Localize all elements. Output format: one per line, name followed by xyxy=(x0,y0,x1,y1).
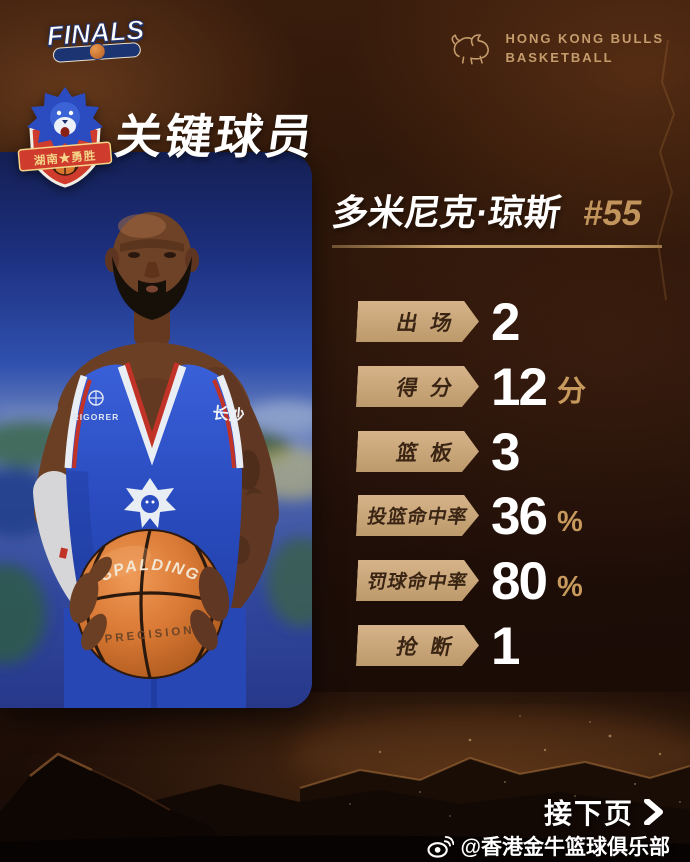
next-page-button[interactable]: 接下页 xyxy=(544,792,664,832)
player-number: #55 xyxy=(583,194,642,233)
stat-label: 投篮命中率 xyxy=(356,495,480,536)
player-name: 多米尼克·琼斯 xyxy=(329,192,564,233)
basketball-icon xyxy=(88,42,107,61)
page-title: 关键球员 xyxy=(111,110,320,163)
stat-value: 12 xyxy=(491,357,548,417)
stat-label: 篮板 xyxy=(356,431,493,472)
stat-row-steals: 抢断 1 xyxy=(356,619,677,673)
dust-specks xyxy=(349,715,681,817)
stat-label: 罚球命中率 xyxy=(356,560,480,601)
stat-unit: % xyxy=(556,571,583,603)
stat-row-points: 得分 12 分 xyxy=(356,360,677,414)
stat-value: 2 xyxy=(491,292,521,352)
crack-decoration xyxy=(656,40,676,300)
divider xyxy=(332,245,662,248)
watermark-text: @香港金牛篮球俱乐部 xyxy=(460,836,670,859)
weibo-icon xyxy=(426,835,454,858)
club-name-line2: BASKETBALL xyxy=(505,49,614,65)
stats-list: 出场 2 得分 12 分 篮板 3 投篮命中率 36% 罚球命中率 80% 抢断 … xyxy=(356,295,677,681)
jersey-city-text: 长沙 xyxy=(212,403,246,425)
watermark: @香港金牛篮球俱乐部 xyxy=(426,831,670,861)
stat-label: 出场 xyxy=(356,301,493,342)
stat-row-ft-pct: 罚球命中率 80% xyxy=(356,554,677,608)
stat-unit: 分 xyxy=(556,376,586,408)
club-name-line1: HONG KONG BULLS xyxy=(505,31,664,46)
basketball: SPALDING PRECISION xyxy=(75,529,225,679)
player-figure: 长沙 RIGORER SPALDING xyxy=(33,212,279,708)
rocks-decoration xyxy=(0,692,690,862)
bull-icon xyxy=(451,34,490,65)
stat-value: 80 xyxy=(491,551,548,611)
stat-label: 抢断 xyxy=(356,625,493,666)
stat-value: 1 xyxy=(491,616,521,676)
finals-logo: FINALS xyxy=(41,14,152,64)
team-badge: 湖南★勇胜 xyxy=(17,87,113,188)
stat-unit: % xyxy=(556,506,583,538)
badge-lion-icon xyxy=(27,87,103,151)
player-photo: 长沙 RIGORER SPALDING xyxy=(0,152,312,708)
jersey-lion-emblem xyxy=(124,478,176,528)
stat-value: 36 xyxy=(491,486,548,546)
next-page-label: 接下页 xyxy=(543,798,634,829)
stat-row-rebounds: 篮板 3 xyxy=(356,425,677,479)
player-name-row: 多米尼克·琼斯 #55 xyxy=(330,184,642,236)
stat-value: 3 xyxy=(491,422,521,482)
chevron-right-icon xyxy=(644,799,663,825)
stat-label: 得分 xyxy=(356,366,493,407)
stat-row-fg-pct: 投篮命中率 36% xyxy=(356,489,677,543)
stat-row-games: 出场 2 xyxy=(356,295,677,349)
badge-ribbon: 湖南★勇胜 xyxy=(17,141,113,172)
beard xyxy=(112,256,192,320)
jersey-brand-text: RIGORER xyxy=(73,412,120,422)
club-logo: HONG KONG BULLS BASKETBALL xyxy=(447,30,664,68)
